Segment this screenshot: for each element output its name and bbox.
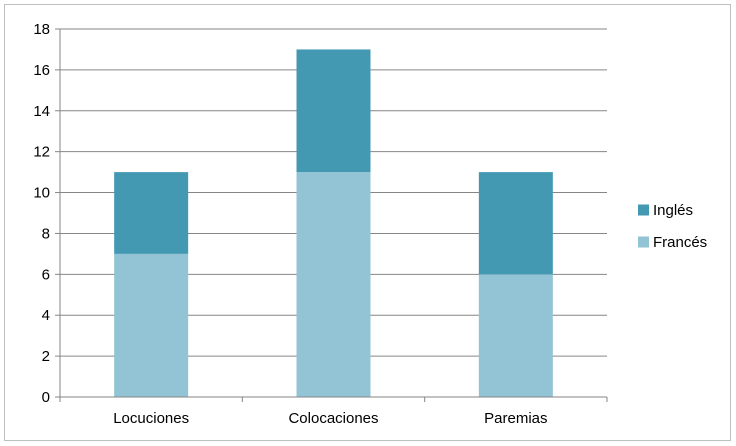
y-tick-label: 18 [33,21,50,38]
legend: Inglés Francés [638,202,707,251]
tick-labels: 0 2 4 6 8 10 12 14 16 18 Locuciones Colocaciones Par… [33,21,547,427]
bars [114,49,553,397]
y-tick-label: 4 [42,307,50,324]
bar-segment [478,274,553,397]
y-tick-label: 14 [33,103,50,120]
y-tick-label: 10 [33,185,50,202]
y-tick-label: 0 [42,389,50,406]
axes [55,28,608,402]
y-tick-label: 6 [42,266,50,283]
x-category-label: Colocaciones [288,410,378,427]
y-tick-label: 2 [42,348,50,365]
bar-segment [478,172,553,275]
bar-segment [114,172,189,254]
y-tick-label: 16 [33,62,50,79]
y-tick-label: 12 [33,144,50,161]
legend-swatch [638,236,649,248]
y-tick-label: 8 [42,225,50,242]
legend-swatch [638,204,649,216]
bar-segment [296,49,371,173]
legend-label: Francés [653,234,707,251]
bar-segment [114,253,189,397]
bar-segment [296,172,371,397]
legend-label: Inglés [653,202,693,219]
x-category-label: Locuciones [113,410,189,427]
x-category-label: Paremias [484,410,547,427]
